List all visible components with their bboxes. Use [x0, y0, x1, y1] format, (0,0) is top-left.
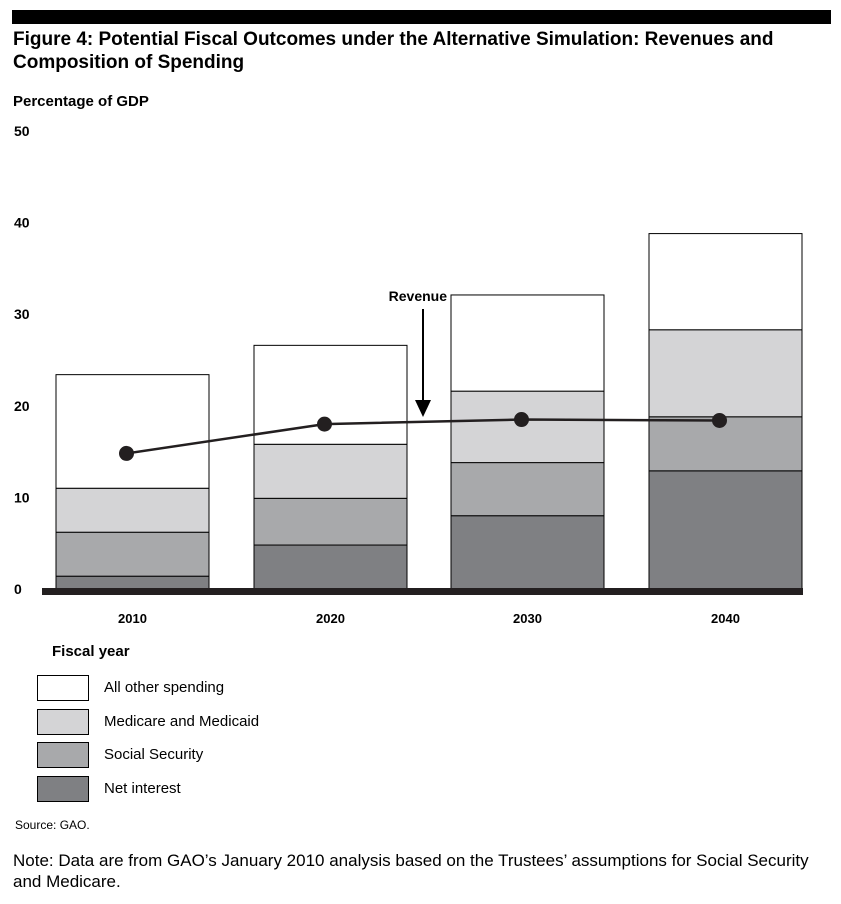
- y-tick-label: 20: [14, 398, 30, 414]
- y-axis-label: Percentage of GDP: [13, 93, 149, 110]
- bar-segment-social-security: [450, 462, 605, 517]
- bar-segment-net-interest: [648, 470, 803, 590]
- bar-segment-medicare-medicaid: [253, 443, 408, 499]
- legend-label: Social Security: [104, 746, 204, 763]
- legend-label: Medicare and Medicaid: [104, 713, 260, 730]
- legend-swatch-social-security: [37, 742, 89, 768]
- x-tick-label: 2040: [711, 611, 740, 626]
- bar-segment-social-security: [253, 497, 408, 546]
- legend-swatch-medicare: [37, 709, 89, 735]
- y-tick-label: 30: [14, 306, 30, 322]
- legend-label: Net interest: [104, 780, 181, 797]
- y-tick-label: 50: [14, 123, 30, 139]
- bar-segment-social-security: [648, 416, 803, 472]
- figure-title: Figure 4: Potential Fiscal Outcomes unde…: [13, 29, 774, 73]
- x-axis-baseline: [42, 588, 803, 595]
- bar-segment-net-interest: [450, 515, 605, 590]
- legend-swatch-net-interest: [37, 776, 89, 802]
- bar-segment-medicare-medicaid: [55, 487, 210, 533]
- bar-segment-net-interest: [253, 544, 408, 590]
- source-note: Source: GAO.: [15, 818, 90, 832]
- bar-segment-all-other-spending: [450, 294, 605, 392]
- revenue-annotation: Revenue: [389, 288, 448, 304]
- y-tick-label: 10: [14, 489, 30, 505]
- bar-segment-all-other-spending: [253, 344, 408, 445]
- x-tick-label: 2010: [118, 611, 147, 626]
- revenue-line: [126, 418, 720, 455]
- revenue-point: [119, 445, 134, 461]
- x-axis-label: Fiscal year: [52, 643, 130, 660]
- legend-swatch-all-other: [37, 675, 89, 701]
- x-tick-label: 2030: [513, 611, 542, 626]
- bar-segment-social-security: [55, 531, 210, 577]
- revenue-arrow-head: [415, 400, 431, 417]
- bar-segment-net-interest: [55, 575, 210, 590]
- revenue-point: [712, 412, 727, 428]
- footnote: Note: Data are from GAO’s January 2010 a…: [13, 851, 809, 891]
- y-tick-label: 40: [14, 215, 30, 231]
- legend-label: All other spending: [104, 679, 225, 696]
- bar-segment-all-other-spending: [648, 233, 803, 331]
- y-tick-label: 0: [14, 581, 22, 597]
- top-rule: [12, 10, 831, 24]
- revenue-point: [514, 412, 529, 428]
- revenue-point: [317, 416, 332, 432]
- x-tick-label: 2020: [316, 611, 345, 626]
- bar-segment-medicare-medicaid: [450, 390, 605, 464]
- bar-segment-medicare-medicaid: [648, 329, 803, 418]
- bar-segment-all-other-spending: [55, 374, 210, 489]
